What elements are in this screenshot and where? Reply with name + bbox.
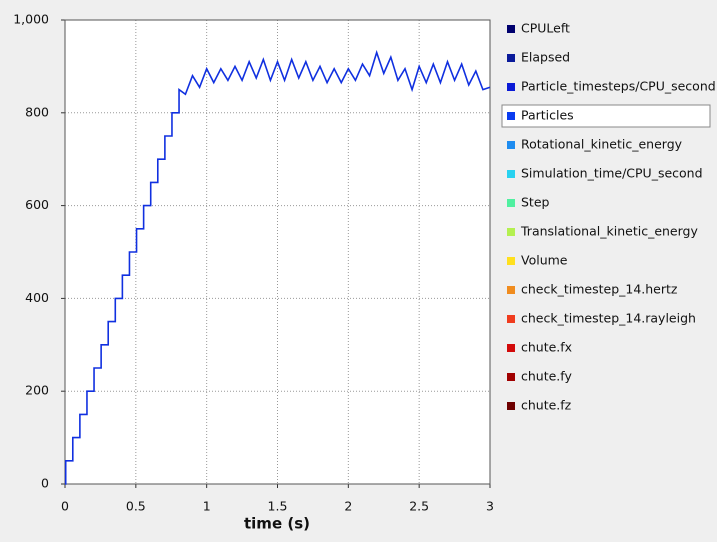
legend-item[interactable]: check_timestep_14.hertz [521,282,678,297]
x-tick-label: 0 [61,499,69,514]
legend-item[interactable]: Translational_kinetic_energy [520,224,698,239]
legend-item[interactable]: check_timestep_14.rayleigh [521,311,696,326]
legend-swatch [507,83,515,91]
x-tick-label: 2 [344,499,352,514]
legend-swatch [507,170,515,178]
legend-swatch [507,257,515,265]
y-tick-label: 800 [25,104,49,119]
legend-item[interactable]: Particle_timesteps/CPU_second [521,79,716,94]
y-tick-label: 0 [41,476,49,491]
selected-item [501,104,711,128]
legend-item[interactable]: Simulation_time/CPU_second [521,166,703,181]
legend-item[interactable]: chute.fz [521,398,572,413]
legend-item[interactable]: chute.fy [521,369,572,384]
legend-swatch [507,199,515,207]
x-axis-label: time (s) [244,515,310,533]
x-tick-label: 0.5 [126,499,146,514]
legend-swatch [507,286,515,294]
legend-swatch [507,315,515,323]
legend-item[interactable]: Step [521,195,550,210]
legend-swatch [507,25,515,33]
plot-frame [64,19,491,485]
legend-swatch [507,141,515,149]
y-tick-label: 1,000 [13,12,49,27]
legend-swatch [507,228,515,236]
x-tick-label: 3 [486,499,494,514]
legend-swatch [507,112,515,120]
legend-item[interactable]: Particles [521,108,574,123]
y-tick-label: 200 [25,383,49,398]
y-tick-label: 600 [25,197,49,212]
legend-swatch [507,373,515,381]
legend-swatch [507,402,515,410]
y-tick-label: 400 [25,290,49,305]
legend-swatch [507,54,515,62]
data-line [64,49,491,485]
legend-item[interactable]: chute.fx [521,340,572,355]
x-tick-label: 1 [203,499,211,514]
legend-item[interactable]: Volume [521,253,568,268]
legend-item[interactable]: CPULeft [521,21,570,36]
legend-item[interactable]: Rotational_kinetic_energy [521,137,683,152]
legend-item[interactable]: Elapsed [521,50,570,65]
x-tick-label: 1.5 [268,499,288,514]
legend-swatch [507,344,515,352]
x-tick-label: 2.5 [409,499,429,514]
